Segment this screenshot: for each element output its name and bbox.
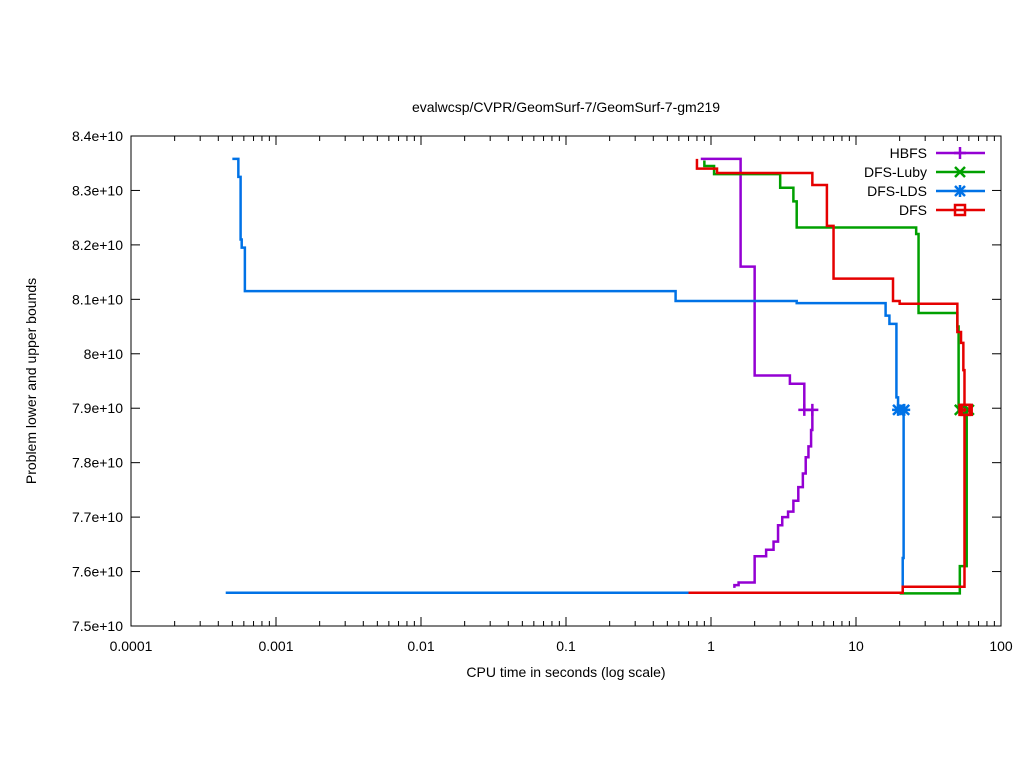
- legend: HBFS DFS-Luby DFS-LDS DFS: [864, 145, 985, 218]
- legend-swatch-marker: [954, 147, 966, 159]
- marker-layer: [798, 403, 975, 417]
- legend-label: DFS-Luby: [864, 164, 927, 180]
- legend-item-dfs-luby: DFS-Luby: [864, 164, 985, 180]
- y-tick-label: 8.1e+10: [72, 291, 123, 307]
- series-hbfs-point: [806, 403, 819, 416]
- y-tick-label: 8.2e+10: [72, 237, 123, 253]
- series-dfs-upper-bound: [695, 158, 967, 412]
- x-tick-label: 0.01: [407, 638, 434, 654]
- series-dfs-point: [960, 403, 973, 417]
- legend-label: DFS-LDS: [867, 183, 927, 199]
- series-hbfs-upper-bound: [700, 157, 813, 412]
- series-dfs-lower-bound: [688, 408, 967, 595]
- plot-frame: [130, 135, 1002, 627]
- y-tick-label: 7.5e+10: [72, 618, 123, 634]
- x-tick-label: 10: [848, 638, 864, 654]
- x-tick-label: 1: [707, 638, 715, 654]
- legend-swatch-marker: [954, 185, 966, 197]
- series-dfs-lds-lower-bound: [225, 408, 905, 595]
- y-tick-label: 7.9e+10: [72, 400, 123, 416]
- x-tick-label: 0.0001: [110, 638, 153, 654]
- x-tick-label: 0.001: [258, 638, 293, 654]
- legend-swatch-marker: [954, 166, 966, 178]
- x-axis-title: CPU time in seconds (log scale): [466, 664, 665, 680]
- legend-item-dfs: DFS: [899, 202, 985, 218]
- series-hbfs-lower-bound: [733, 409, 814, 588]
- x-tick-label: 0.1: [556, 638, 576, 654]
- legend-item-dfs-lds: DFS-LDS: [867, 183, 985, 199]
- series-dfs-luby-upper-bound: [703, 160, 969, 412]
- y-tick-label: 7.6e+10: [72, 564, 123, 580]
- legend-label: HBFS: [890, 145, 927, 161]
- chart-title: evalwcsp/CVPR/GeomSurf-7/GeomSurf-7-gm21…: [412, 99, 720, 115]
- legend-item-hbfs: HBFS: [890, 145, 985, 161]
- series-dfs-luby-lower-bound: [899, 408, 969, 595]
- series-dfs-lds-point: [898, 403, 911, 416]
- series-dfs-lds-upper-bound: [232, 157, 905, 412]
- legend-label: DFS: [899, 202, 927, 218]
- y-tick-label: 8e+10: [84, 346, 124, 362]
- y-tick-label: 7.8e+10: [72, 455, 123, 471]
- y-axis-title: Problem lower and upper bounds: [23, 278, 39, 484]
- y-tick-label: 8.3e+10: [72, 182, 123, 198]
- y-tick-label: 7.7e+10: [72, 509, 123, 525]
- y-tick-label: 8.4e+10: [72, 128, 123, 144]
- series-layer: [225, 157, 969, 595]
- legend-swatch-marker: [953, 203, 967, 217]
- ticks-layer: 0.0001 0.001 0.01 0.1 1 10 100 7.5e+10 7.6e+10 7.…: [72, 128, 1013, 654]
- x-tick-label: 100: [989, 638, 1013, 654]
